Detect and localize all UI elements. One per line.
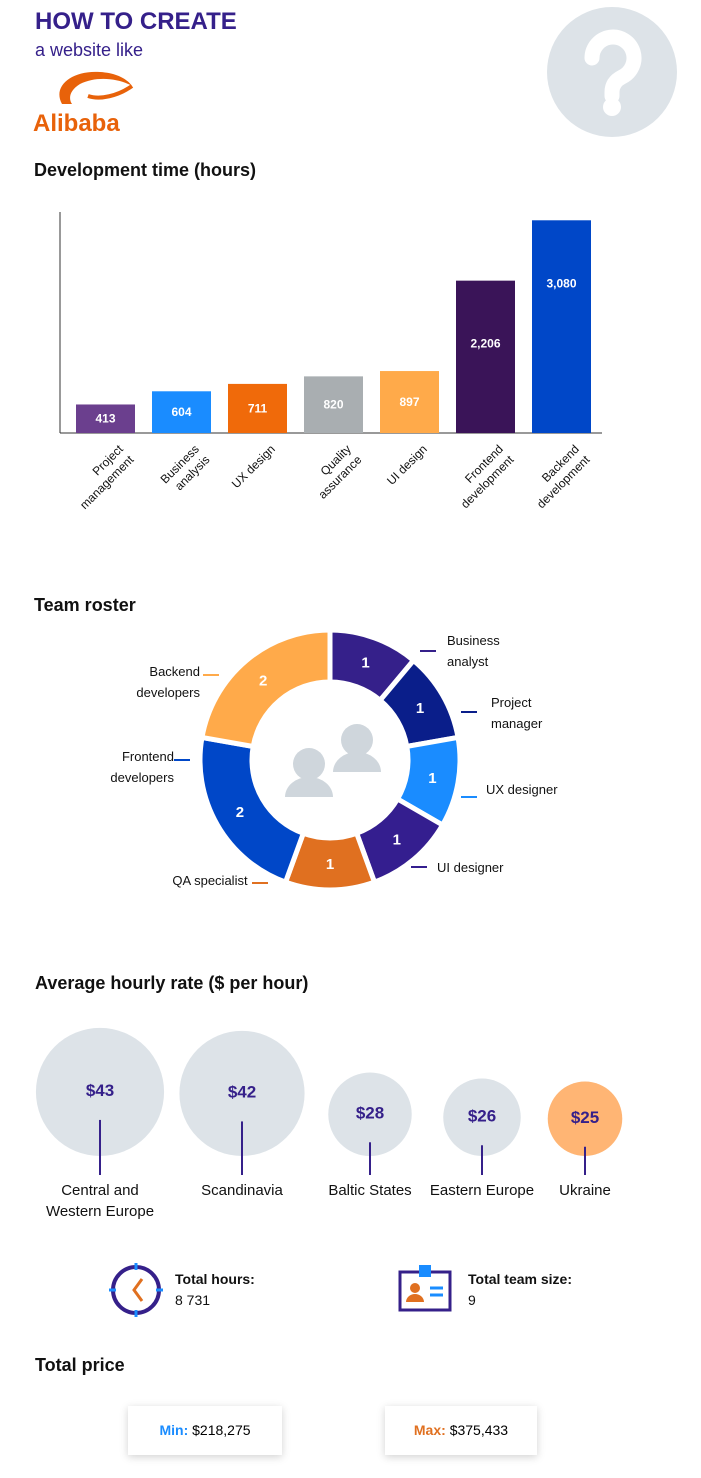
bar: [456, 280, 515, 433]
max-label: Max:: [413, 1422, 446, 1438]
segment-label: 2: [236, 804, 244, 821]
bar: [76, 404, 135, 433]
legend-label: QA specialist: [172, 873, 248, 888]
min-label: Min:: [159, 1422, 189, 1438]
bar-value-label: 711: [248, 401, 268, 415]
logo-swoosh: [59, 71, 132, 104]
bubble: [547, 1081, 623, 1156]
bar: [380, 371, 439, 433]
bubble: [179, 1030, 305, 1157]
min-price-box: Min: $218,275: [128, 1406, 282, 1455]
person-icon: [285, 724, 381, 797]
bar: [304, 376, 363, 433]
id-card-icon: [398, 1265, 452, 1312]
bar-value-label: 2,206: [470, 337, 500, 351]
section-title: Team roster: [34, 595, 136, 615]
legend-label: Business analyst: [447, 633, 500, 669]
bar-value-label: 820: [323, 398, 343, 412]
question-glyph: [584, 29, 642, 104]
question-dot: [603, 98, 621, 116]
segment-label: 1: [416, 700, 424, 717]
min-value: $218,275: [192, 1422, 251, 1438]
category-label: Baltic States: [328, 1182, 412, 1199]
section-title: Development time (hours): [34, 160, 257, 180]
subtitle: a website like: [35, 40, 144, 60]
logo-text: Alibaba: [33, 110, 120, 137]
max-value: $375,433: [449, 1422, 509, 1438]
segment-label: 1: [326, 856, 334, 873]
section-title: Total price: [35, 1355, 125, 1375]
legend-label: Project manager: [491, 695, 543, 731]
bar-value-label: 604: [171, 405, 191, 419]
category-label: Central and Western Europe: [45, 1182, 155, 1220]
bar: [152, 391, 211, 433]
max-price-box: Max: $375,433: [385, 1406, 537, 1455]
bubble-value-label: $42: [228, 1082, 256, 1101]
total-hours-value: 8 731: [175, 1292, 211, 1308]
bubble: [443, 1078, 521, 1156]
bubble-value-label: $25: [571, 1108, 599, 1127]
category-label: Ukraine: [559, 1182, 611, 1199]
segment-label: 1: [393, 832, 401, 849]
bubble-value-label: $26: [468, 1106, 496, 1125]
legend-label: UI designer: [437, 860, 504, 875]
clock-icon: [109, 1263, 163, 1317]
legend-label: Backend developers: [136, 664, 200, 700]
bar: [532, 220, 591, 433]
segment-label: 1: [428, 770, 436, 787]
bubble-value-label: $28: [356, 1103, 384, 1122]
legend-label: Frontend developers: [110, 749, 174, 785]
total-hours-label: Total hours:: [175, 1271, 255, 1287]
team-size-value: 9: [468, 1292, 476, 1308]
bar: [228, 383, 287, 433]
category-label: Scandinavia: [201, 1182, 283, 1199]
category-label: Eastern Europe: [429, 1182, 535, 1199]
donut-segment: [197, 734, 307, 886]
segment-label: 2: [259, 672, 267, 689]
bar-value-label: 897: [399, 395, 419, 409]
segment-label: 1: [361, 654, 369, 671]
bubble: [328, 1072, 412, 1156]
bar-value-label: 413: [95, 412, 115, 426]
bubble: [35, 1027, 165, 1157]
question-icon: [547, 7, 677, 137]
team-size-label: Total team size:: [468, 1271, 572, 1287]
bubble-value-label: $43: [86, 1081, 114, 1100]
section-title: Average hourly rate ($ per hour): [35, 973, 309, 993]
legend-label: UX designer: [486, 782, 558, 797]
donut-segment: [199, 627, 333, 750]
title: HOW TO CREATE: [35, 8, 237, 35]
bar-value-label: 3,080: [546, 276, 576, 290]
logo-smile: [87, 84, 134, 100]
